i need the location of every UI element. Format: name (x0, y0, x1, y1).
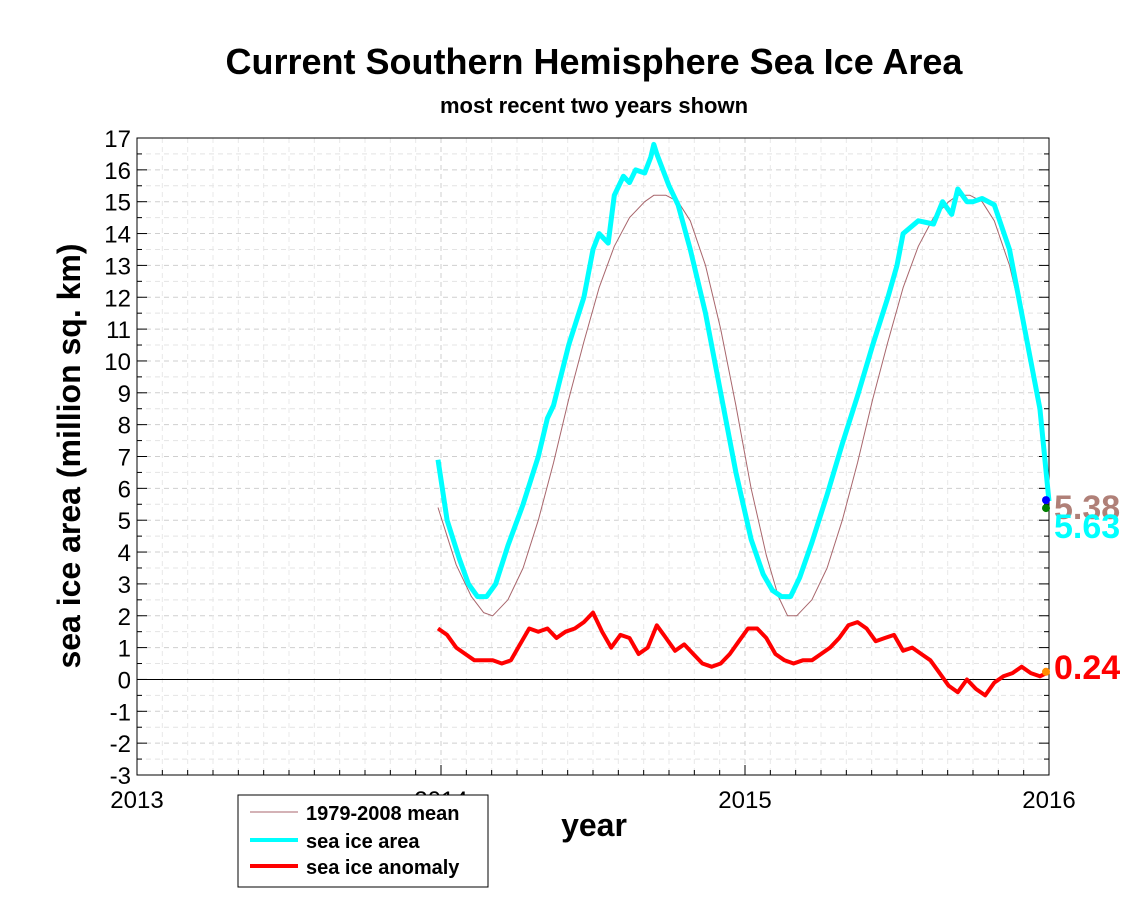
y-tick-label: -1 (110, 699, 131, 726)
y-tick-label: 17 (104, 126, 131, 153)
y-tick-label: -2 (110, 731, 131, 758)
y-tick-label: 3 (118, 572, 131, 599)
y-tick-label: 14 (104, 222, 131, 249)
series-line-area (435, 141, 1052, 600)
x-axis-label: year (561, 807, 627, 843)
end-marker (1042, 504, 1050, 513)
legend-label-area: sea ice area (306, 831, 420, 853)
y-tick-label: 8 (118, 413, 131, 440)
y-tick-label: 7 (118, 445, 131, 472)
y-tick-label: 4 (118, 540, 131, 567)
y-tick-label: 1 (118, 636, 131, 663)
end-marker (1042, 667, 1050, 676)
y-tick-label: 11 (106, 317, 131, 344)
x-tick-label: 2015 (718, 787, 771, 814)
grid (137, 138, 1049, 775)
series-layer (435, 141, 1052, 698)
y-tick-label: 5 (118, 508, 131, 535)
x-tick-label: 2016 (1022, 787, 1075, 814)
y-tick-label: 15 (104, 190, 131, 217)
chart-subtitle: most recent two years shown (440, 93, 748, 118)
end-value-label: 5.38 (1054, 489, 1120, 527)
x-tick-label: 2013 (110, 787, 163, 814)
y-tick-label: 10 (104, 349, 131, 376)
end-value-label: 5.63 (1054, 508, 1120, 546)
legend: 1979-2008 mean sea ice area sea ice anom… (237, 794, 489, 888)
y-tick-label: 6 (118, 476, 131, 503)
end-value-layer: 5.385.63 0.24 (1042, 489, 1120, 687)
y-tick-label: 16 (104, 158, 131, 185)
y-tick-label: 0 (118, 667, 131, 694)
y-tick-label: -3 (110, 763, 131, 790)
legend-label-mean: 1979-2008 mean (306, 803, 459, 825)
series-line-anomaly (436, 610, 1050, 698)
legend-label-anomaly: sea ice anomaly (306, 857, 460, 879)
end-value-label: 0.24 (1054, 649, 1120, 687)
y-tick-label: 2 (118, 604, 131, 631)
series-line-mean (437, 194, 1050, 617)
y-axis-label: sea ice area (million sq. km) (51, 243, 87, 668)
chart-title: Current Southern Hemisphere Sea Ice Area (226, 41, 964, 82)
end-marker (1042, 496, 1050, 505)
ticks (136, 137, 1050, 776)
y-tick-label: 9 (118, 381, 131, 408)
y-tick-label: 13 (104, 253, 131, 280)
y-tick-label: 12 (104, 285, 131, 312)
